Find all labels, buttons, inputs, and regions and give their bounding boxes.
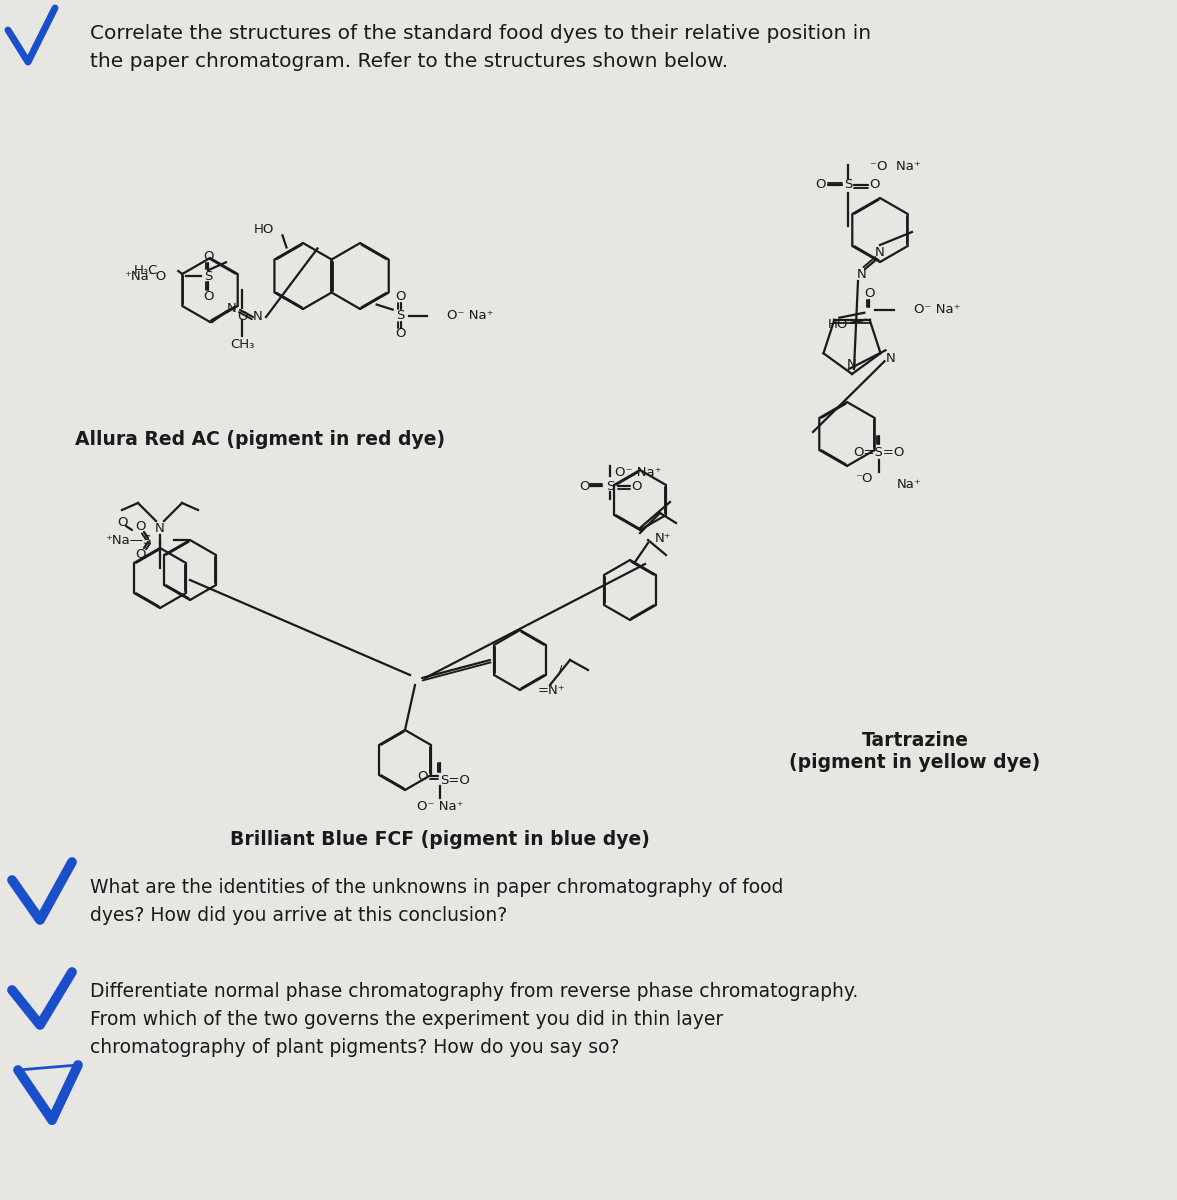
Text: From which of the two governs the experiment you did in thin layer: From which of the two governs the experi… — [89, 1010, 723, 1028]
Text: HO: HO — [254, 223, 274, 236]
Text: S: S — [204, 270, 212, 283]
Text: ⁻O: ⁻O — [856, 472, 873, 485]
Text: N: N — [857, 268, 867, 281]
Text: O⁻ Na⁺: O⁻ Na⁺ — [417, 799, 464, 812]
Text: N: N — [227, 301, 237, 314]
Text: O: O — [117, 516, 127, 528]
Text: O: O — [395, 290, 406, 304]
Text: O: O — [816, 179, 826, 192]
Text: =N⁺: =N⁺ — [538, 684, 566, 696]
Text: /: / — [558, 664, 563, 677]
Text: O: O — [237, 310, 247, 323]
Text: N⁺: N⁺ — [654, 532, 672, 545]
Text: O⁻ Na⁺: O⁻ Na⁺ — [616, 466, 661, 479]
Text: O: O — [395, 328, 406, 340]
Text: O: O — [864, 287, 875, 300]
Text: S: S — [606, 480, 614, 492]
Text: ⁻O  Na⁺: ⁻O Na⁺ — [870, 161, 920, 174]
Text: Brilliant Blue FCF (pigment in blue dye): Brilliant Blue FCF (pigment in blue dye) — [230, 830, 650, 850]
Text: dyes? How did you arrive at this conclusion?: dyes? How did you arrive at this conclus… — [89, 906, 507, 925]
Text: O: O — [417, 769, 427, 782]
Text: O: O — [134, 520, 145, 533]
Text: N: N — [885, 352, 896, 365]
Text: O: O — [202, 250, 213, 263]
Text: O: O — [870, 179, 880, 192]
Text: S: S — [397, 310, 405, 322]
Text: O⁻ Na⁺: O⁻ Na⁺ — [915, 304, 960, 317]
Text: Allura Red AC (pigment in red dye): Allura Red AC (pigment in red dye) — [75, 430, 445, 449]
Text: Correlate the structures of the standard food dyes to their relative position in: Correlate the structures of the standard… — [89, 24, 871, 43]
Text: N: N — [876, 246, 885, 258]
Text: HO: HO — [827, 318, 847, 331]
Text: (pigment in yellow dye): (pigment in yellow dye) — [790, 754, 1040, 773]
Text: O: O — [579, 480, 590, 492]
Text: the paper chromatogram. Refer to the structures shown below.: the paper chromatogram. Refer to the str… — [89, 52, 729, 71]
Text: O: O — [134, 547, 145, 560]
Text: ⁺Na—S: ⁺Na—S — [106, 534, 152, 546]
Text: H₃C: H₃C — [134, 264, 158, 276]
Text: chromatography of plant pigments? How do you say so?: chromatography of plant pigments? How do… — [89, 1038, 619, 1057]
Text: N: N — [847, 358, 857, 371]
Text: What are the identities of the unknowns in paper chromatography of food: What are the identities of the unknowns … — [89, 878, 784, 898]
Text: O=S=O: O=S=O — [853, 445, 905, 458]
Text: N: N — [155, 522, 165, 534]
Text: Differentiate normal phase chromatography from reverse phase chromatography.: Differentiate normal phase chromatograph… — [89, 982, 858, 1001]
Text: S: S — [844, 179, 852, 192]
Text: O: O — [202, 289, 213, 302]
Text: Na⁺: Na⁺ — [897, 478, 922, 491]
Text: O: O — [631, 480, 641, 492]
Text: CH₃: CH₃ — [230, 337, 254, 350]
Text: S=O: S=O — [440, 774, 470, 786]
Text: Tartrazine: Tartrazine — [862, 731, 969, 750]
Text: O⁻ Na⁺: O⁻ Na⁺ — [446, 310, 493, 322]
Text: N: N — [253, 310, 262, 323]
Text: ⁺Na⁻O: ⁺Na⁻O — [124, 270, 166, 283]
